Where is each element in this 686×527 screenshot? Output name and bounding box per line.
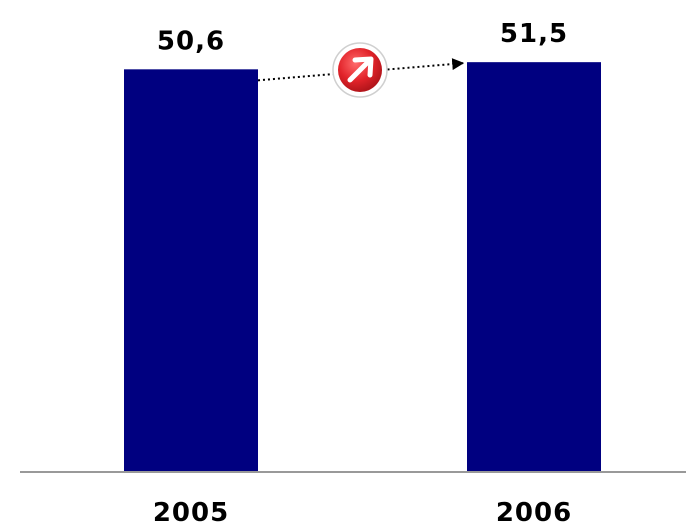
category-label-2005: 2005 (153, 498, 229, 527)
value-label-2006: 51,5 (500, 19, 568, 49)
bar-2005 (124, 69, 258, 472)
bar-2006 (467, 62, 601, 473)
category-label-2006: 2006 (496, 498, 572, 527)
trend-dotted-line (257, 58, 465, 82)
category-labels-group: 2005 2006 (153, 498, 572, 527)
up-right-arrow-icon (332, 42, 388, 98)
value-label-2005: 50,6 (157, 26, 225, 56)
value-labels-group: 50,6 51,5 (157, 19, 568, 56)
bars-group (124, 62, 601, 473)
